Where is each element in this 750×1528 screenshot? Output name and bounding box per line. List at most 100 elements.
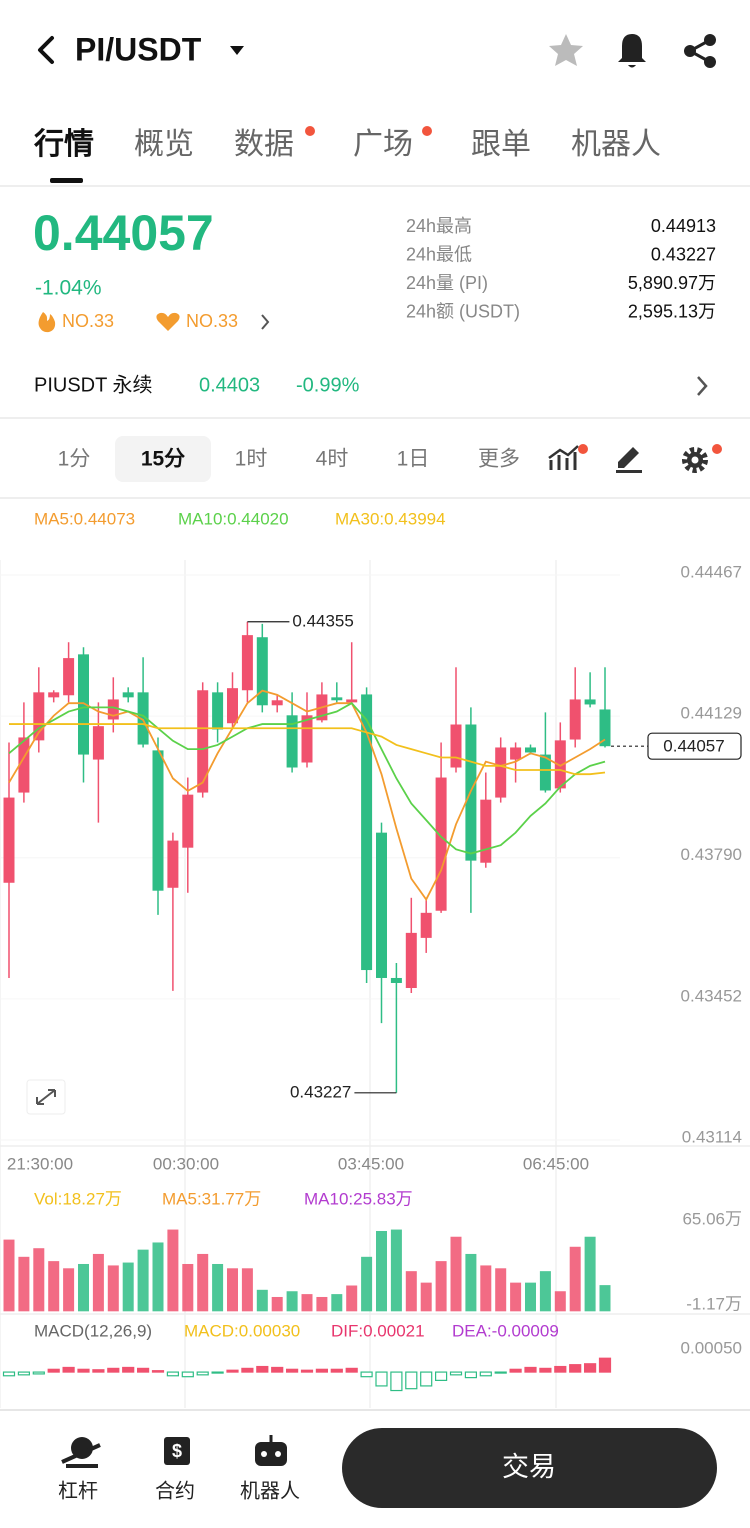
candle-body	[584, 699, 596, 705]
macd-bar	[17, 1371, 30, 1376]
volume-bar	[122, 1262, 134, 1312]
indicator-icon[interactable]	[548, 444, 588, 470]
tab[interactable]: 跟单	[471, 128, 531, 161]
volume-bar	[361, 1256, 373, 1312]
macd-bar	[47, 1368, 60, 1373]
perp-price: 0.4403	[199, 374, 260, 396]
interval[interactable]: 1日	[397, 448, 430, 471]
expand-icon[interactable]	[26, 1079, 66, 1115]
trade-button[interactable]	[342, 1428, 717, 1508]
share-icon[interactable]	[684, 34, 716, 68]
candle-body	[212, 692, 224, 730]
volume-bar	[569, 1246, 581, 1312]
settings-icon[interactable]	[682, 444, 722, 473]
stat-label: 24h量 (PI)	[406, 273, 488, 293]
interval[interactable]: 更多	[478, 448, 520, 471]
low-label: 0.43227	[290, 1082, 351, 1101]
candle-body	[599, 709, 611, 747]
volume-bar	[599, 1285, 611, 1312]
candle-body	[107, 699, 119, 720]
ma-line	[8, 689, 606, 902]
interval[interactable]: 1分	[58, 448, 91, 471]
macd-bar	[286, 1368, 299, 1373]
tab[interactable]: 机器人	[571, 128, 661, 161]
y-tick-label: 0.44129	[681, 704, 742, 723]
volume-bar	[346, 1285, 358, 1312]
macd-bar	[449, 1371, 463, 1376]
stat-value: 5,890.97万	[628, 273, 716, 293]
chevron[interactable]	[261, 314, 270, 330]
y-tick-label: 0.44467	[681, 562, 742, 581]
badge-dot	[422, 126, 432, 136]
volume-bar	[525, 1282, 536, 1312]
x-tick-label: 21:30:00	[7, 1154, 73, 1173]
draw-icon[interactable]	[616, 447, 642, 473]
tab[interactable]: 广场	[353, 128, 413, 161]
macd-bar	[181, 1371, 194, 1378]
candle-body	[137, 692, 149, 745]
volume-bar	[3, 1239, 15, 1312]
macd-legend: DEA:-0.00009	[452, 1321, 559, 1340]
macd-bar	[405, 1371, 418, 1390]
macd-bar	[107, 1367, 120, 1373]
stat-label: 24h额 (USDT)	[406, 301, 520, 321]
bot-icon[interactable]	[255, 1435, 287, 1466]
macd-bar	[300, 1369, 314, 1373]
ma-line	[9, 723, 606, 776]
candle-body	[78, 654, 89, 755]
candle-body	[390, 977, 402, 983]
pair-title[interactable]: PI/USDT	[75, 31, 202, 67]
tab[interactable]: 概览	[134, 128, 194, 161]
nav-label[interactable]: 合约	[155, 1479, 195, 1502]
interval[interactable]: 1时	[235, 448, 268, 471]
volume-bar	[271, 1296, 283, 1312]
vol-tick-label: 65.06万	[682, 1209, 742, 1228]
futures-icon[interactable]: $	[164, 1437, 190, 1465]
stat-value: 0.44913	[651, 216, 716, 236]
candle-body	[152, 750, 164, 891]
macd-bar	[77, 1368, 90, 1373]
tab[interactable]: 数据	[234, 128, 294, 161]
candle-body	[539, 754, 551, 791]
margin-icon[interactable]	[61, 1437, 101, 1468]
nav-labels: 杠杆 合约 机器人	[58, 1479, 300, 1502]
ma-legend: MA30:0.43994	[335, 509, 446, 528]
candle-body	[554, 740, 566, 789]
fav-icon	[156, 312, 180, 331]
volume-bar	[495, 1268, 507, 1312]
volume-bar	[48, 1261, 60, 1312]
macd-bar	[583, 1363, 597, 1373]
back-button[interactable]	[38, 36, 54, 64]
chevron[interactable]	[697, 376, 708, 396]
high-label: 0.44355	[292, 611, 353, 630]
x-tick-label: 06:45:00	[523, 1154, 589, 1173]
last-price-label: 0.44057	[663, 737, 724, 756]
volume-bar	[137, 1249, 149, 1312]
dropdown-arrow[interactable]	[230, 46, 244, 55]
interval[interactable]: 15分	[141, 448, 185, 471]
tab-underline	[50, 178, 83, 183]
trade-label[interactable]: 交易	[502, 1452, 556, 1482]
favorite-icon[interactable]	[549, 34, 583, 66]
perp-name[interactable]: PIUSDT 永续	[34, 373, 153, 396]
nav-label[interactable]: 杠杆	[58, 1479, 98, 1502]
tab[interactable]: 行情	[33, 128, 94, 161]
y-tick-label: 0.43452	[681, 986, 742, 1005]
volume-bar	[316, 1296, 328, 1312]
volume-bar	[227, 1268, 238, 1312]
candle-body	[569, 699, 581, 740]
candle-body	[346, 699, 358, 703]
stat-value: 0.43227	[651, 244, 716, 264]
candle-body	[510, 747, 522, 760]
stat-value: 2,595.13万	[628, 301, 716, 321]
candle-body	[33, 692, 45, 741]
candle-body	[376, 832, 387, 978]
volume-bar	[584, 1236, 596, 1312]
macd-bar	[166, 1371, 179, 1377]
vol-legend: Vol:18.27万	[34, 1189, 122, 1208]
interval[interactable]: 4时	[316, 448, 349, 471]
alert-icon[interactable]	[618, 34, 646, 68]
volume-bar	[301, 1294, 313, 1312]
volume-bar	[256, 1289, 268, 1312]
nav-label[interactable]: 机器人	[240, 1479, 300, 1502]
